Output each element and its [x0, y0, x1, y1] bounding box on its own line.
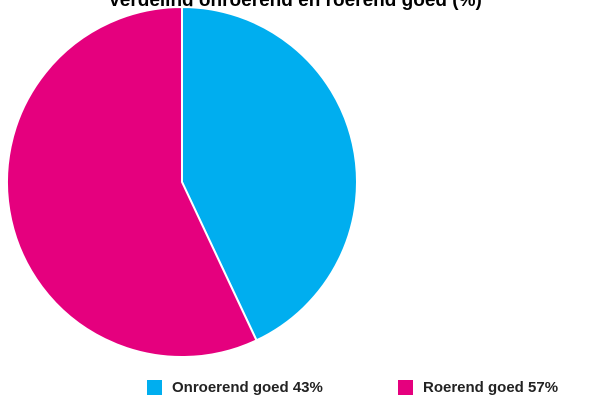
legend-label-roerend-goed: Roerend goed 57%	[423, 378, 559, 396]
legend-item-onroerend-goed: Onroerend goed 43%	[147, 377, 323, 397]
chart-title: Verdeling onroerend en roerend goed (%)	[108, 0, 482, 11]
legend-swatch-roerend-goed	[398, 379, 413, 395]
legend-item-roerend-goed: Roerend goed 57%	[398, 377, 558, 397]
legend-swatch-onroerend-goed	[147, 379, 162, 395]
pie-slice-onroerend-goed	[181, 5, 358, 342]
legend-label-onroerend-goed: Onroerend goed 43%	[172, 378, 323, 396]
pie-slices	[5, 5, 358, 358]
pie-slice-roerend-goed	[5, 5, 258, 358]
